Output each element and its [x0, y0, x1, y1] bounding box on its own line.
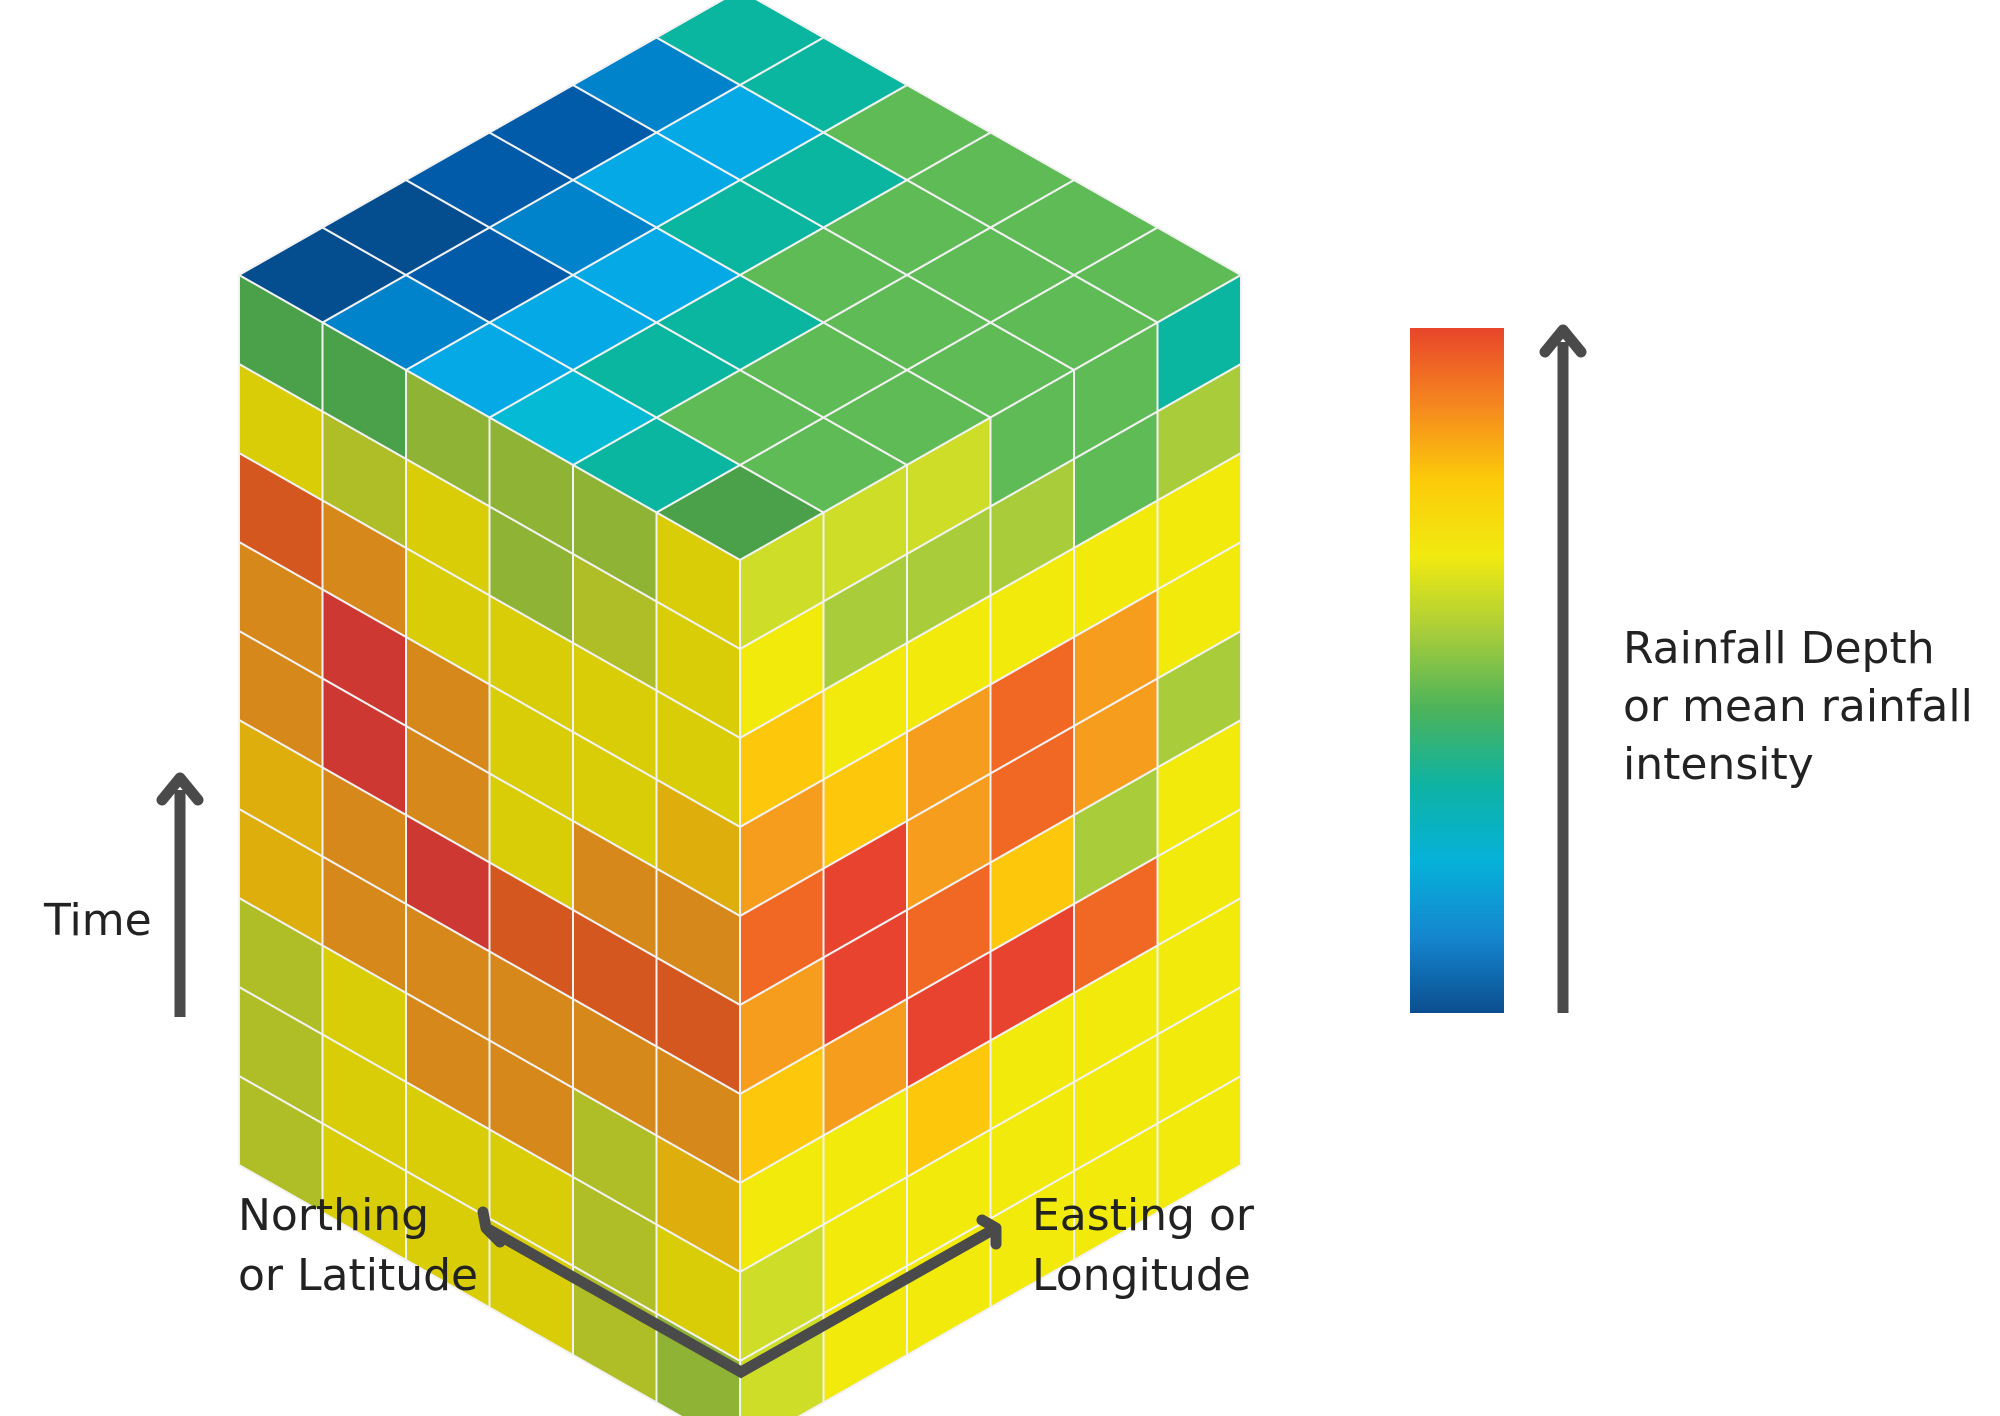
- data-cube: [238, 0, 1242, 1416]
- horizontal-axes-arrow: [477, 1206, 1002, 1379]
- color-scale-arrow: [1539, 324, 1587, 1013]
- color-scale-arrow-head: [1539, 324, 1587, 358]
- cube-left-face: [238, 274, 741, 1416]
- color-scale-bar: [1410, 328, 1504, 1013]
- northing-label-line1: Northing: [238, 1190, 429, 1241]
- easting-arrow-head: [976, 1214, 1002, 1250]
- color-scale-label-line3: intensity: [1623, 739, 1814, 790]
- time-arrow-head: [156, 772, 204, 806]
- cube-right-cell: [1156, 1075, 1242, 1214]
- cube-right-face: [739, 274, 1242, 1416]
- northing-arrow-head: [477, 1206, 506, 1248]
- cube-top-cell: [655, 0, 825, 86]
- easting-label-line2: Longitude: [1032, 1250, 1251, 1301]
- color-scale-label-line2: or mean rainfall: [1623, 681, 1973, 732]
- time-label: Time: [43, 895, 152, 946]
- axes-arrow-shaft: [483, 1223, 999, 1379]
- color-scale-label-line1: Rainfall Depth: [1623, 623, 1935, 674]
- easting-label-line1: Easting or: [1032, 1190, 1255, 1241]
- cube-top-face: [238, 0, 1242, 561]
- time-axis-arrow: [156, 772, 204, 1017]
- northing-label-line2: or Latitude: [238, 1250, 478, 1301]
